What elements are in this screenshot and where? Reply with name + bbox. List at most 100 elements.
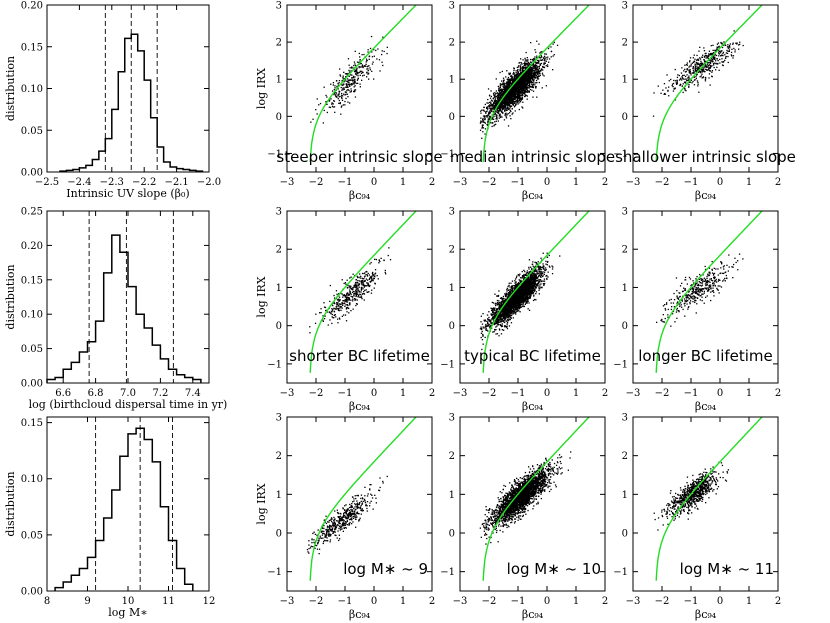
- data-point: [511, 108, 513, 110]
- data-point: [349, 303, 351, 305]
- data-point: [363, 278, 365, 280]
- data-point: [504, 105, 507, 107]
- data-point: [338, 293, 340, 295]
- data-point: [489, 97, 492, 99]
- data-point: [503, 84, 505, 86]
- data-point: [504, 104, 506, 106]
- data-point: [366, 285, 368, 287]
- data-point: [533, 58, 535, 60]
- data-point: [736, 43, 738, 45]
- data-point: [712, 59, 714, 61]
- data-point: [514, 288, 517, 290]
- data-point: [492, 92, 495, 94]
- data-point: [342, 104, 344, 106]
- data-point: [523, 85, 525, 87]
- data-point: [349, 91, 351, 93]
- data-point: [366, 76, 368, 78]
- data-point: [676, 76, 679, 78]
- data-point: [523, 79, 525, 81]
- data-point: [673, 79, 675, 82]
- data-point: [500, 97, 503, 99]
- data-point: [527, 80, 529, 82]
- data-point: [347, 78, 349, 80]
- data-point: [334, 87, 336, 89]
- data-point: [532, 83, 535, 86]
- data-point: [524, 74, 526, 76]
- data-point: [526, 66, 528, 68]
- data-point: [515, 93, 517, 95]
- data-point: [514, 75, 516, 78]
- data-point: [529, 63, 531, 66]
- data-point: [667, 89, 669, 92]
- x-tick-label: 0: [371, 388, 377, 399]
- data-point: [352, 79, 354, 81]
- data-point: [694, 63, 696, 66]
- data-point: [337, 309, 340, 311]
- data-point: [336, 85, 338, 88]
- data-point: [482, 127, 485, 129]
- data-point: [513, 86, 515, 88]
- data-point: [530, 66, 532, 68]
- data-point: [347, 293, 349, 295]
- data-point: [350, 83, 353, 85]
- data-point: [518, 108, 520, 111]
- data-point: [359, 74, 361, 76]
- data-point: [347, 296, 349, 298]
- data-point: [499, 95, 501, 97]
- scatter-points: [479, 252, 561, 357]
- data-point: [518, 279, 520, 281]
- data-point: [526, 78, 528, 80]
- data-point: [529, 58, 532, 61]
- data-point: [523, 71, 525, 73]
- data-point: [360, 291, 362, 293]
- data-point: [497, 106, 499, 108]
- data-point: [362, 65, 364, 67]
- data-point: [512, 96, 514, 98]
- data-point: [514, 90, 516, 92]
- data-point: [496, 114, 498, 117]
- data-point: [517, 72, 519, 74]
- data-point: [698, 67, 700, 69]
- data-point: [337, 93, 339, 96]
- data-point: [677, 74, 679, 76]
- data-point: [506, 323, 508, 325]
- data-point: [335, 95, 337, 97]
- data-point: [347, 306, 349, 309]
- data-point: [361, 79, 363, 81]
- data-point: [496, 309, 498, 311]
- data-point: [699, 76, 701, 78]
- data-point: [366, 274, 368, 276]
- data-point: [336, 293, 338, 295]
- data-point: [531, 86, 534, 88]
- data-point: [524, 95, 526, 98]
- data-point: [337, 95, 339, 97]
- data-point: [356, 275, 358, 277]
- data-point: [530, 71, 532, 73]
- data-point: [508, 83, 510, 85]
- data-point: [330, 83, 332, 85]
- x-tick-label: 1: [400, 177, 406, 188]
- data-point: [717, 42, 720, 44]
- data-point: [360, 62, 362, 65]
- data-point: [338, 90, 340, 92]
- data-point: [500, 306, 502, 308]
- data-point: [333, 100, 335, 102]
- data-point: [519, 67, 522, 70]
- data-point: [487, 88, 490, 90]
- data-point: [698, 71, 700, 73]
- data-point: [507, 94, 510, 96]
- data-point: [497, 101, 499, 103]
- data-point: [505, 89, 507, 91]
- data-point: [345, 86, 347, 88]
- data-point: [510, 88, 512, 90]
- data-point: [366, 68, 368, 70]
- data-point: [499, 92, 501, 95]
- data-point: [341, 84, 343, 86]
- data-point: [481, 348, 483, 351]
- data-point: [519, 98, 521, 100]
- data-point: [530, 276, 532, 278]
- data-point: [486, 320, 488, 322]
- data-point: [733, 30, 735, 32]
- data-point: [519, 101, 522, 103]
- data-point: [540, 68, 542, 70]
